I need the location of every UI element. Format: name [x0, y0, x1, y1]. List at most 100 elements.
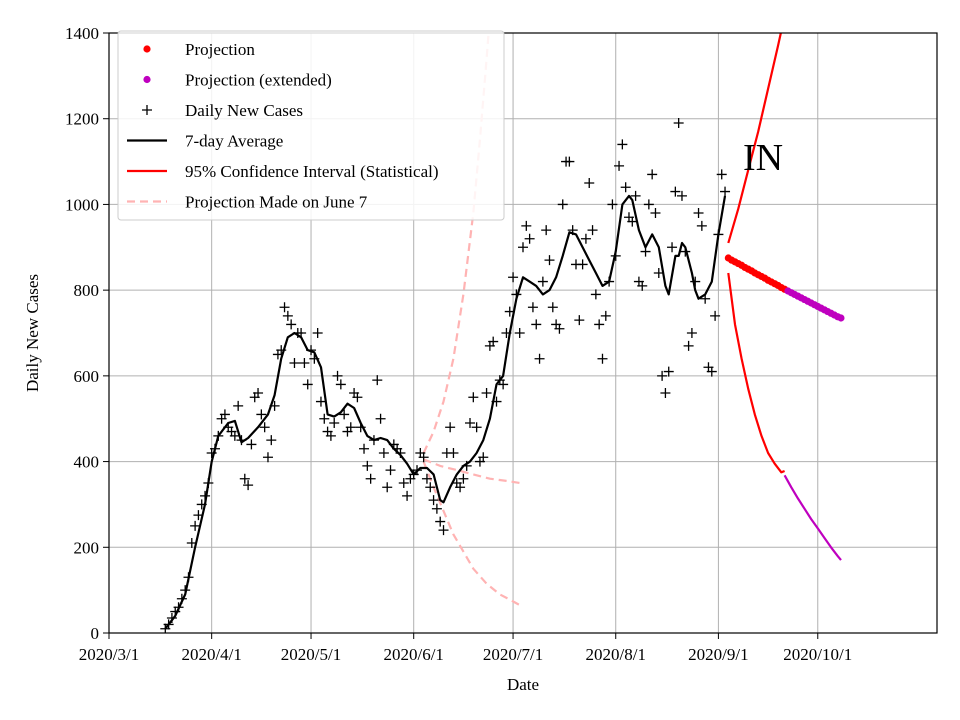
legend-label-june7: Projection Made on June 7	[185, 193, 368, 212]
daily-case-point	[372, 375, 383, 386]
daily-case-point	[620, 182, 631, 193]
x-tick-label: 2020/3/1	[79, 645, 139, 664]
daily-case-point	[465, 418, 476, 428]
daily-case-point	[339, 409, 350, 420]
series-line-june7	[423, 458, 520, 485]
daily-case-point	[233, 400, 244, 411]
daily-case-point	[335, 379, 346, 390]
series-projection	[724, 254, 789, 293]
legend-label-projection: Projection	[185, 40, 255, 59]
daily-case-point	[643, 199, 654, 210]
daily-case-point	[431, 503, 442, 514]
daily-case-point	[382, 482, 393, 493]
daily-case-point	[362, 460, 373, 471]
daily-case-point	[398, 478, 409, 488]
plot-area	[160, 33, 845, 633]
daily-case-point	[190, 520, 201, 531]
daily-case-point	[435, 516, 446, 527]
daily-case-point	[710, 310, 721, 321]
daily-case-point	[557, 199, 568, 210]
legend-label-daily: Daily New Cases	[185, 101, 303, 120]
daily-case-point	[547, 302, 558, 313]
x-tick-label: 2020/5/1	[281, 645, 341, 664]
legend-dot	[143, 75, 151, 84]
daily-case-point	[574, 315, 585, 326]
daily-case-point	[614, 160, 625, 171]
legend: Projection Projection (extended) Daily New…	[117, 30, 505, 221]
series-line-ci	[727, 33, 782, 244]
daily-case-point	[488, 336, 499, 347]
daily-case-point	[667, 242, 678, 253]
daily-case-point	[498, 379, 509, 390]
daily-case-point	[229, 430, 240, 441]
y-axis-label: Daily New Cases	[23, 274, 42, 392]
daily-case-point	[650, 208, 661, 218]
legend-dot	[143, 45, 151, 53]
daily-case-point	[259, 422, 270, 433]
daily-case-point	[514, 328, 525, 338]
daily-case-point	[600, 310, 611, 321]
legend-label-ci: 95% Confidence Interval (Statistical)	[185, 162, 439, 181]
daily-case-point	[329, 418, 340, 428]
daily-case-point	[584, 178, 595, 188]
daily-case-point	[518, 242, 528, 253]
daily-case-point	[527, 302, 538, 313]
daily-case-point	[325, 430, 336, 441]
daily-case-point	[521, 220, 532, 231]
daily-case-point	[590, 289, 601, 300]
daily-case-point	[365, 473, 376, 484]
series-ci	[727, 33, 782, 244]
daily-case-point	[564, 156, 575, 167]
daily-case-point	[580, 233, 591, 244]
daily-case-point	[289, 358, 300, 368]
y-tick-label: 1400	[65, 24, 99, 43]
daily-case-point	[534, 353, 545, 364]
daily-case-point	[683, 340, 694, 351]
daily-case-point	[378, 448, 389, 458]
daily-case-point	[508, 272, 519, 283]
daily-case-point	[637, 280, 648, 291]
daily-case-point	[428, 495, 439, 506]
series-avg	[164, 194, 727, 630]
daily-case-point	[597, 353, 608, 364]
projection-point-projection_extended	[837, 314, 845, 322]
daily-case-point	[375, 413, 386, 424]
daily-case-point	[455, 482, 466, 493]
x-tick-label: 2020/10/1	[783, 645, 852, 664]
y-tick-label: 1000	[65, 195, 99, 214]
daily-case-point	[286, 319, 297, 330]
series-ci	[727, 272, 786, 474]
daily-case-point	[282, 310, 293, 321]
x-tick-label: 2020/9/1	[688, 645, 748, 664]
daily-case-point	[478, 452, 489, 463]
x-tick-label: 2020/6/1	[383, 645, 443, 664]
daily-case-point	[544, 255, 555, 266]
x-axis: 2020/3/1 2020/4/1 2020/5/1 2020/6/1 2020/7/1…	[79, 633, 852, 664]
daily-case-point	[458, 473, 469, 484]
daily-case-point	[319, 413, 330, 424]
series-ci_extended	[783, 474, 842, 561]
daily-case-point	[332, 370, 343, 381]
daily-case-point	[657, 370, 668, 381]
daily-case-point	[686, 328, 697, 338]
daily-case-point	[617, 139, 628, 150]
series-daily	[160, 118, 731, 633]
daily-case-point	[256, 409, 267, 420]
daily-case-point	[670, 186, 681, 197]
daily-case-point	[359, 443, 370, 454]
daily-case-point	[594, 319, 605, 330]
daily-case-point	[219, 409, 230, 420]
daily-case-point	[537, 276, 548, 287]
daily-case-point	[262, 452, 273, 463]
legend-label-avg: 7-day Average	[185, 132, 283, 151]
daily-case-point	[663, 366, 674, 377]
plot-frame	[108, 32, 938, 634]
daily-case-point	[696, 220, 707, 231]
daily-case-point	[468, 392, 479, 403]
y-axis: 0 200 400 600 800 1000 1200 1400	[65, 24, 109, 643]
series-line-june7	[422, 461, 521, 607]
daily-case-point	[660, 388, 671, 398]
daily-case-point	[402, 490, 413, 501]
series-projection_extended	[784, 287, 845, 322]
daily-case-point	[385, 465, 396, 476]
